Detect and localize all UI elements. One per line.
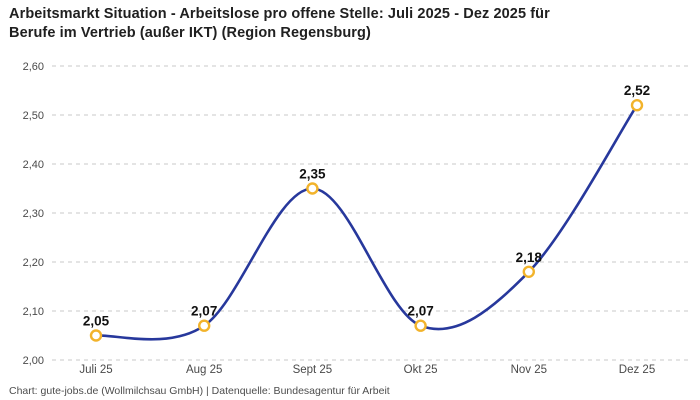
x-axis-tick-label: Nov 25 xyxy=(511,364,547,376)
data-point-value-label: 2,18 xyxy=(516,250,543,265)
data-point-marker xyxy=(197,319,211,332)
data-point-value-label: 2,05 xyxy=(83,314,110,329)
data-point-value-label: 2,07 xyxy=(407,304,433,319)
data-point-marker xyxy=(414,319,427,332)
x-axis-tick-label: Okt 25 xyxy=(404,364,438,376)
line-series xyxy=(94,103,639,341)
x-axis-tick-label: Aug 25 xyxy=(186,364,222,376)
chart-source-footer: Chart: gute-jobs.de (Wollmilchsau GmbH) … xyxy=(9,385,390,397)
y-axis-tick-label: 2,10 xyxy=(23,306,44,318)
data-point-value-label: 2,52 xyxy=(624,83,650,98)
chart-title-line-1: Arbeitsmarkt Situation - Arbeitslose pro… xyxy=(9,6,550,22)
y-axis-tick-label: 2,50 xyxy=(23,110,44,122)
x-axis-tick-label: Juli 25 xyxy=(79,364,112,376)
data-point-value-label: 2,35 xyxy=(299,167,326,182)
y-axis-tick-label: 2,40 xyxy=(23,159,44,171)
y-axis-tick-label: 2,30 xyxy=(23,208,44,220)
x-axis-tick-label: Dez 25 xyxy=(619,364,655,376)
data-point-marker xyxy=(522,265,535,279)
x-axis-tick-label: Sept 25 xyxy=(293,364,333,376)
data-point-marker xyxy=(306,182,319,195)
chart-title-line-2: Berufe im Vertrieb (außer IKT) (Region R… xyxy=(9,25,371,41)
line-chart: 2,00 2,10 2,20 2,30 2,40 2,50 2,60 Juli 25 Aug 2… xyxy=(23,61,692,376)
data-point-value-label: 2,07 xyxy=(191,304,217,319)
data-point-marker xyxy=(89,329,103,342)
y-axis-tick-label: 2,20 xyxy=(23,257,44,269)
chart-title: Arbeitsmarkt Situation - Arbeitslose pro… xyxy=(9,5,685,43)
y-axis-tick-label: 2,00 xyxy=(23,355,44,367)
data-point-marker xyxy=(630,99,644,112)
y-axis-tick-label: 2,60 xyxy=(23,61,44,73)
